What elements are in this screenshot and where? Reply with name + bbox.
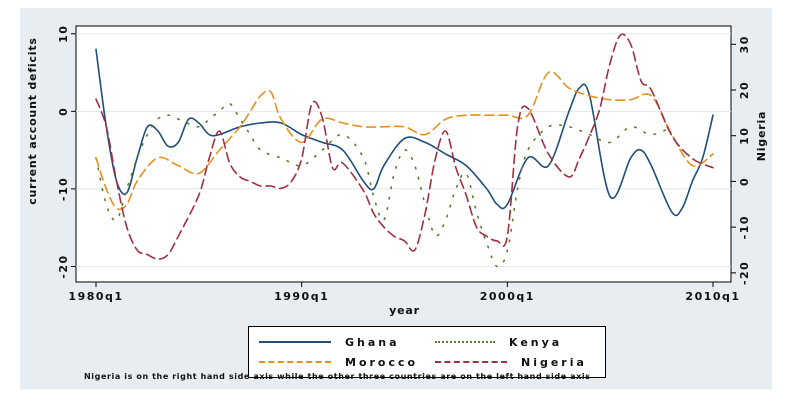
left-tick-label: 10	[57, 25, 70, 43]
legend-swatch-kenya	[435, 341, 495, 343]
legend-item-nigeria: Nigeria	[435, 353, 587, 371]
right-tick-label: 30	[738, 35, 751, 53]
right-axis-title: Nigeria	[755, 111, 768, 162]
legend-swatch-morocco	[259, 361, 331, 363]
x-tick-label: 2000q1	[480, 290, 535, 303]
right-tick-label: 10	[738, 127, 751, 145]
legend-swatch-nigeria	[435, 361, 507, 363]
legend-item-kenya: Kenya	[435, 333, 562, 351]
legend-label-nigeria: Nigeria	[521, 355, 587, 369]
line-chart: 10 0 -10 -20 30 20 10 0 -10 -20 1980q1 1990q1 2000q1…	[26, 25, 768, 317]
legend-swatch-ghana	[259, 341, 331, 343]
right-tick-label: -10	[738, 215, 751, 239]
chart-panel: 10 0 -10 -20 30 20 10 0 -10 -20 1980q1 1990q1 2000q1…	[20, 8, 772, 389]
right-tick-label: 20	[738, 81, 751, 99]
x-tick-label: 1980q1	[68, 290, 123, 303]
right-tick-label: -20	[738, 261, 751, 285]
plot-area	[75, 25, 732, 283]
left-tick-label: 0	[57, 107, 70, 116]
series-nigeria-line	[95, 33, 714, 260]
x-tick-label: 1990q1	[274, 290, 329, 303]
legend-label-ghana: Ghana	[345, 335, 400, 349]
legend-item-morocco: Morocco	[259, 353, 418, 371]
left-tick-label: -10	[57, 177, 70, 201]
left-axis-title: current account deficits	[26, 37, 39, 205]
legend-item-ghana: Ghana	[259, 333, 400, 351]
left-tick-label: -20	[57, 254, 70, 278]
x-axis-title: year	[389, 304, 420, 317]
series-ghana-line	[95, 48, 714, 217]
legend-label-morocco: Morocco	[345, 355, 419, 369]
series-lines	[95, 33, 714, 268]
series-kenya-line	[95, 102, 673, 268]
chart-note: Nigeria is on the right hand side axis w…	[84, 372, 591, 381]
axes: 10 0 -10 -20 30 20 10 0 -10 -20 1980q1 1990q1 2000q1…	[57, 25, 751, 303]
series-morocco-line	[95, 70, 714, 211]
legend: Ghana Kenya Morocco Nigeria	[248, 326, 606, 378]
right-tick-label: 0	[738, 177, 751, 186]
legend-label-kenya: Kenya	[509, 335, 563, 349]
x-tick-label: 2010q1	[685, 290, 740, 303]
